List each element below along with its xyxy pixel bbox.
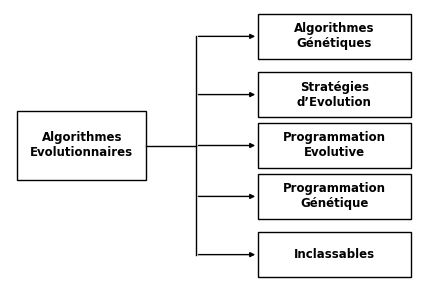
Text: Programmation
Génétique: Programmation Génétique [283, 182, 386, 210]
FancyBboxPatch shape [258, 14, 411, 59]
Text: Algorithmes
Génétiques: Algorithmes Génétiques [294, 22, 375, 50]
Text: Algorithmes
Evolutionnaires: Algorithmes Evolutionnaires [30, 132, 133, 159]
FancyBboxPatch shape [258, 123, 411, 168]
Text: Inclassables: Inclassables [294, 248, 375, 261]
FancyBboxPatch shape [258, 232, 411, 277]
FancyBboxPatch shape [258, 72, 411, 117]
FancyBboxPatch shape [17, 111, 146, 180]
Text: Programmation
Evolutive: Programmation Evolutive [283, 132, 386, 159]
FancyBboxPatch shape [258, 174, 411, 219]
Text: Stratégies
d’Evolution: Stratégies d’Evolution [297, 81, 372, 109]
